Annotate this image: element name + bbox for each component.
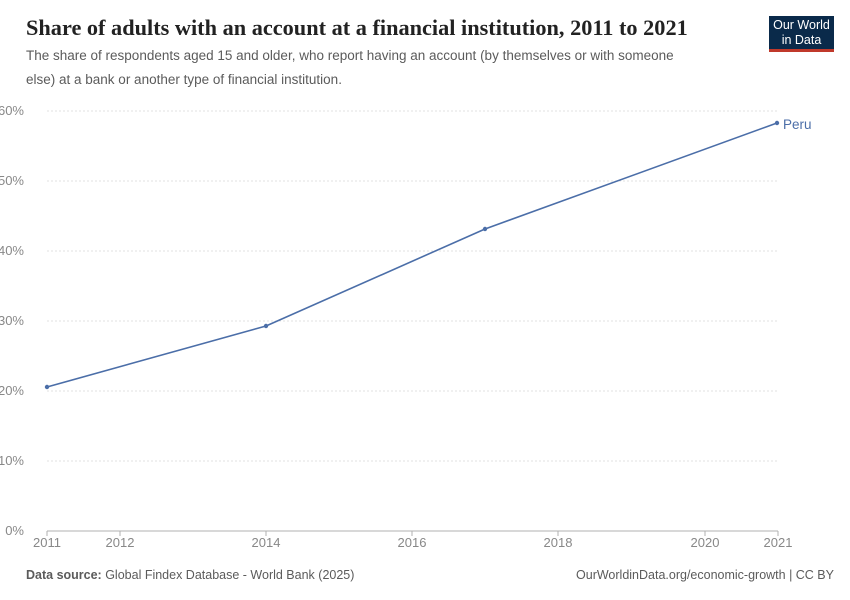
svg-text:2018: 2018 — [544, 535, 573, 550]
svg-text:Peru: Peru — [783, 117, 812, 132]
svg-text:50%: 50% — [0, 173, 24, 188]
svg-text:60%: 60% — [0, 103, 24, 118]
svg-text:2021: 2021 — [764, 535, 793, 550]
svg-text:0%: 0% — [5, 523, 24, 538]
svg-text:2020: 2020 — [691, 535, 720, 550]
svg-text:20%: 20% — [0, 383, 24, 398]
svg-text:40%: 40% — [0, 243, 24, 258]
svg-text:2014: 2014 — [252, 535, 281, 550]
svg-text:30%: 30% — [0, 313, 24, 328]
svg-text:10%: 10% — [0, 453, 24, 468]
svg-text:2011: 2011 — [33, 535, 61, 550]
svg-text:2016: 2016 — [398, 535, 427, 550]
svg-text:2012: 2012 — [106, 535, 135, 550]
